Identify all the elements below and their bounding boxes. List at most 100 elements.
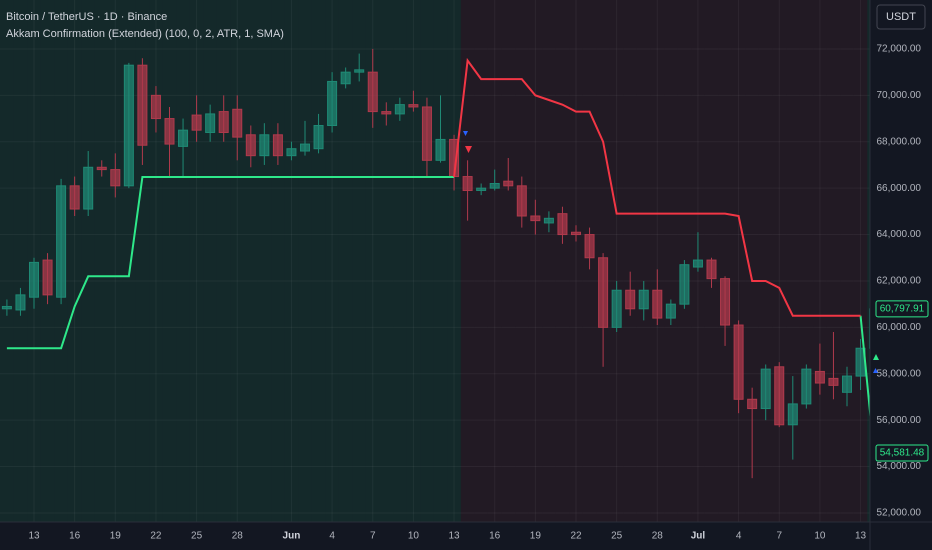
x-tick-label: 10 [814,531,826,542]
candle-body [381,111,392,115]
x-tick-label: 13 [855,531,867,542]
candle-body [625,289,636,310]
pane-shade [758,0,773,522]
x-tick-label: 19 [110,531,122,542]
chart-title: Bitcoin / TetherUS · 1D · Binance [6,11,167,23]
pane-shade [609,0,624,522]
pane-shade [311,0,326,522]
signal-marker [873,368,878,373]
time-axis [0,522,870,550]
pane-shade [853,0,868,522]
pane-shade [515,0,530,522]
candle-body [828,377,839,386]
pane-shade [162,0,177,522]
candle-body [178,129,189,147]
candle-body [652,289,663,319]
plot [1,48,880,479]
x-tick-label: 4 [329,531,335,542]
pane-shade [203,0,218,522]
y-tick-label: 52,000.00 [877,508,922,519]
x-tick-label: 28 [652,531,664,542]
candle-body [286,148,297,157]
x-tick-label: 22 [570,531,582,542]
pane-shade [813,0,828,522]
chart-subtitle: Akkam Confirmation (Extended) (100, 0, 2… [6,28,284,40]
signal-marker [465,146,472,153]
candle-body [245,134,256,157]
pane-shade [867,0,871,522]
candle-body [747,398,758,410]
x-tick-label: 7 [776,531,782,542]
pane-shade [420,0,435,522]
pane-shade [13,0,28,522]
trend-line [453,57,861,317]
pane-shade [745,0,760,522]
x-tick-label: 28 [232,531,244,542]
candle-body [218,111,229,133]
x-tick-label: 13 [28,531,40,542]
candle-body [56,185,67,298]
pane-shade [799,0,814,522]
signal-marker [463,131,468,136]
x-tick-label: 7 [370,531,376,542]
candle-body [665,303,676,319]
candle-body [435,138,446,161]
candle-body [489,183,500,189]
candle-body [96,166,107,171]
candle-body [476,187,487,191]
y-tick-label: 58,000.00 [877,368,922,379]
currency-label[interactable]: USDT [886,11,916,23]
candle-body [733,324,744,400]
pane-shade [216,0,231,522]
pane-shade [447,0,462,522]
candle-body [83,166,94,210]
y-tick-label: 72,000.00 [877,44,922,55]
currency-button[interactable] [876,4,926,30]
y-tick-label: 62,000.00 [877,276,922,287]
pane-shade [352,0,367,522]
candle-body [110,169,121,187]
pane-shade [81,0,96,522]
candle-body [1,305,12,310]
candle-body [123,64,134,187]
x-tick-label: 10 [408,531,420,542]
y-tick-label: 70,000.00 [877,90,922,101]
pane-shade [826,0,841,522]
pane-shade [149,0,164,522]
candle-body [42,259,53,296]
y-tick-label: 60,000.00 [877,322,922,333]
candle-body [69,185,80,210]
grid [0,0,870,522]
trend-line [6,176,455,350]
pane-shade [542,0,557,522]
candle-body [598,257,609,328]
candle-body [408,104,419,108]
candle-body [503,180,514,187]
x-tick-label: 25 [191,531,203,542]
candle-body [692,259,703,268]
pane-shade [176,0,191,522]
candle-body [787,403,798,426]
candle-body [232,108,243,138]
candle-body [760,368,771,410]
x-tick-label: Jul [691,531,706,542]
candle-body [327,80,338,127]
pane-shade [0,0,15,522]
candle-body [259,134,270,157]
pane-shade [555,0,570,522]
y-tick-label: 66,000.00 [877,183,922,194]
x-tick-label: 4 [736,531,742,542]
pane-shade [569,0,584,522]
candle-body [706,259,717,280]
pane-shade [298,0,313,522]
pane-shade [257,0,272,522]
pane-shade [284,0,299,522]
signal-marker [873,354,879,360]
pane-shade [623,0,638,522]
y-tick-label: 54,000.00 [877,461,922,472]
pane-shade [406,0,421,522]
candle-body [720,278,731,326]
pane-shade [460,0,475,522]
